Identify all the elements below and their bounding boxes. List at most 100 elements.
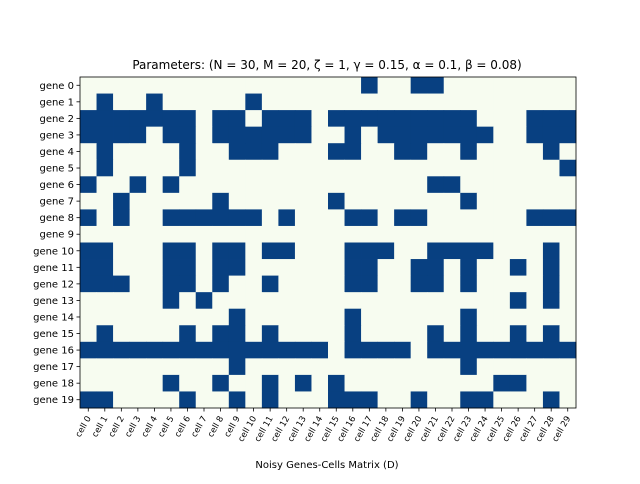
heatmap-cell <box>195 292 213 310</box>
heatmap-cell <box>129 143 147 161</box>
y-tick-label: gene 11 <box>33 263 74 274</box>
heatmap-cell <box>80 325 97 343</box>
heatmap-cell <box>410 143 428 161</box>
heatmap-cell <box>129 325 147 343</box>
heatmap-cell <box>146 275 164 293</box>
heatmap-cell <box>542 391 560 409</box>
heatmap-cell <box>559 242 577 260</box>
heatmap-cell <box>509 126 527 144</box>
heatmap-cell <box>129 77 147 94</box>
heatmap-cell <box>113 110 130 128</box>
heatmap-cell <box>294 159 312 177</box>
heatmap-cell <box>179 93 197 111</box>
heatmap-cell <box>427 358 445 376</box>
heatmap-cell <box>228 325 246 343</box>
heatmap-cells <box>80 77 577 409</box>
heatmap-cell <box>443 225 461 243</box>
heatmap-cell <box>245 176 263 194</box>
heatmap-cell <box>476 308 494 326</box>
heatmap-cell <box>460 159 478 177</box>
heatmap-cell <box>559 209 577 227</box>
heatmap-cell <box>377 110 395 128</box>
heatmap-cell <box>162 341 180 359</box>
heatmap-cell <box>80 176 97 194</box>
heatmap-cell <box>509 93 527 111</box>
heatmap-cell <box>245 77 263 94</box>
heatmap-cell <box>261 126 279 144</box>
heatmap-cell <box>493 176 511 194</box>
heatmap-cell <box>394 143 412 161</box>
heatmap-cell <box>162 374 180 392</box>
heatmap-cell <box>493 225 511 243</box>
heatmap-cell <box>328 374 345 392</box>
chart-title: Parameters: (N = 30, M = 20, ζ = 1, γ = … <box>132 58 521 72</box>
heatmap-cell <box>129 292 147 310</box>
heatmap-cell <box>394 292 412 310</box>
heatmap-cell <box>228 209 246 227</box>
heatmap-cell <box>476 391 494 409</box>
heatmap-cell <box>261 159 279 177</box>
heatmap-cell <box>443 126 461 144</box>
heatmap-cell <box>278 93 296 111</box>
heatmap-cell <box>278 77 296 94</box>
y-tick-label: gene 19 <box>33 395 74 406</box>
heatmap-cell <box>179 259 197 276</box>
heatmap-cell <box>559 374 577 392</box>
heatmap-cell <box>146 192 164 210</box>
heatmap-cell <box>278 192 296 210</box>
heatmap-cell <box>113 259 130 276</box>
heatmap-cell <box>377 242 395 260</box>
heatmap-cell <box>195 374 213 392</box>
heatmap-cell <box>493 308 511 326</box>
heatmap-cell <box>377 77 395 94</box>
heatmap-cell <box>493 209 511 227</box>
heatmap-cell <box>129 192 147 210</box>
heatmap-cell <box>278 391 296 409</box>
heatmap-cell <box>311 259 329 276</box>
heatmap-cell <box>195 225 213 243</box>
heatmap-cell <box>328 292 345 310</box>
heatmap-cell <box>261 358 279 376</box>
heatmap-cell <box>526 159 544 177</box>
heatmap-cell <box>162 242 180 260</box>
heatmap-cell <box>377 192 395 210</box>
heatmap-cell <box>278 325 296 343</box>
heatmap-cell <box>96 126 114 144</box>
heatmap-cell <box>493 341 511 359</box>
heatmap-cell <box>476 110 494 128</box>
heatmap-cell <box>460 192 478 210</box>
heatmap-cell <box>526 225 544 243</box>
heatmap-cell <box>162 275 180 293</box>
heatmap-cell <box>311 292 329 310</box>
heatmap-cell <box>410 358 428 376</box>
heatmap-cell <box>294 176 312 194</box>
heatmap-cell <box>476 143 494 161</box>
heatmap-cell <box>394 374 412 392</box>
heatmap-cell <box>195 242 213 260</box>
y-tick-label: gene 17 <box>33 362 74 373</box>
heatmap-cell <box>410 209 428 227</box>
heatmap-cell <box>443 275 461 293</box>
heatmap-cell <box>361 110 378 128</box>
heatmap-cell <box>542 225 560 243</box>
heatmap-cell <box>261 192 279 210</box>
heatmap-cell <box>509 391 527 409</box>
y-tick-label: gene 16 <box>33 346 74 357</box>
heatmap-cell <box>80 159 97 177</box>
heatmap-cell <box>509 192 527 210</box>
heatmap-cell <box>394 209 412 227</box>
heatmap-cell <box>311 93 329 111</box>
heatmap-cell <box>212 341 230 359</box>
heatmap-cell <box>460 374 478 392</box>
heatmap-cell <box>460 242 478 260</box>
heatmap-cell <box>394 159 412 177</box>
heatmap-cell <box>410 110 428 128</box>
heatmap-cell <box>261 209 279 227</box>
heatmap-cell <box>212 159 230 177</box>
heatmap-cell <box>377 358 395 376</box>
heatmap-cell <box>443 110 461 128</box>
heatmap-cell <box>146 259 164 276</box>
heatmap-cell <box>526 374 544 392</box>
heatmap-cell <box>559 93 577 111</box>
heatmap-cell <box>559 275 577 293</box>
